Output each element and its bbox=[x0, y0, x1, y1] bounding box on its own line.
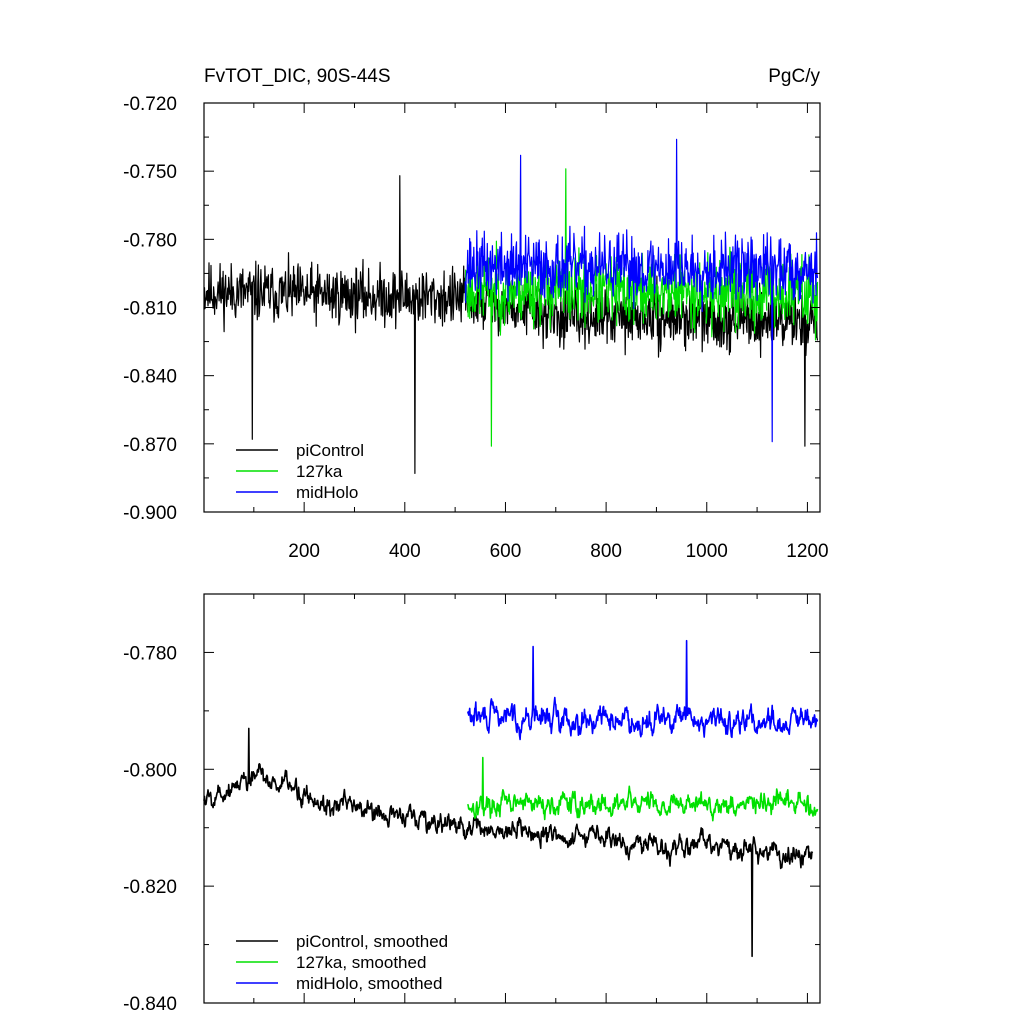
bottom-axes: -0.780 -0.800 -0.820 -0.840 bbox=[123, 593, 820, 1015]
top-plot-frame bbox=[203, 102, 821, 513]
bottom-plot-area bbox=[203, 639, 819, 958]
x-tick-label: 1200 bbox=[786, 541, 828, 562]
bottom-series-picontrol-smoothed bbox=[203, 727, 814, 958]
bottom-legend: piControl, smoothed 127ka, smoothed midH… bbox=[236, 932, 448, 993]
top-title: FvTOT_DIC, 90S-44S bbox=[204, 66, 391, 87]
y-tick-label: -0.780 bbox=[123, 230, 177, 251]
y-tick-label: -0.750 bbox=[123, 162, 177, 183]
x-tick-label: 400 bbox=[389, 541, 421, 562]
legend-label-picontrol-smoothed: piControl, smoothed bbox=[296, 932, 448, 951]
y-tick-label: -0.840 bbox=[123, 994, 177, 1015]
x-tick-label: 600 bbox=[490, 541, 522, 562]
bottom-panel: -0.780 -0.800 -0.820 -0.840 piControl, smoo… bbox=[123, 593, 821, 1015]
y-tick-label: -0.720 bbox=[123, 94, 177, 115]
y-tick-label: -0.800 bbox=[123, 760, 177, 781]
bottom-series-midholo-smoothed bbox=[466, 639, 819, 741]
y-tick-label: -0.820 bbox=[123, 877, 177, 898]
y-tick-label: -0.840 bbox=[123, 367, 177, 388]
legend-label-picontrol: piControl bbox=[296, 441, 364, 460]
top-panel: FvTOT_DIC, 90S-44S PgC/y 200 400 600 800 100… bbox=[123, 66, 828, 562]
top-axes: 200 400 600 800 1000 1200 -0.720 -0.750 -0.780 -0… bbox=[123, 94, 828, 562]
legend-label-127ka-smoothed: 127ka, smoothed bbox=[296, 953, 426, 972]
x-tick-label: 200 bbox=[288, 541, 320, 562]
bottom-series-127ka-smoothed bbox=[466, 756, 819, 822]
legend-label-midholo-smoothed: midHolo, smoothed bbox=[296, 974, 442, 993]
top-legend: piControl 127ka midHolo bbox=[236, 441, 364, 502]
top-series-picontrol bbox=[203, 175, 819, 474]
bottom-plot-frame bbox=[203, 593, 821, 1004]
legend-label-midholo: midHolo bbox=[296, 483, 358, 502]
y-tick-label: -0.810 bbox=[123, 299, 177, 320]
top-series-127ka bbox=[464, 168, 819, 447]
y-tick-label: -0.780 bbox=[123, 643, 177, 664]
x-tick-label: 800 bbox=[590, 541, 622, 562]
y-tick-label: -0.900 bbox=[123, 503, 177, 524]
legend-label-127ka: 127ka bbox=[296, 462, 343, 481]
top-plot-area bbox=[203, 138, 819, 474]
top-units-label: PgC/y bbox=[768, 66, 820, 87]
x-tick-label: 1000 bbox=[686, 541, 728, 562]
top-series-midholo bbox=[464, 138, 819, 443]
y-tick-label: -0.870 bbox=[123, 435, 177, 456]
